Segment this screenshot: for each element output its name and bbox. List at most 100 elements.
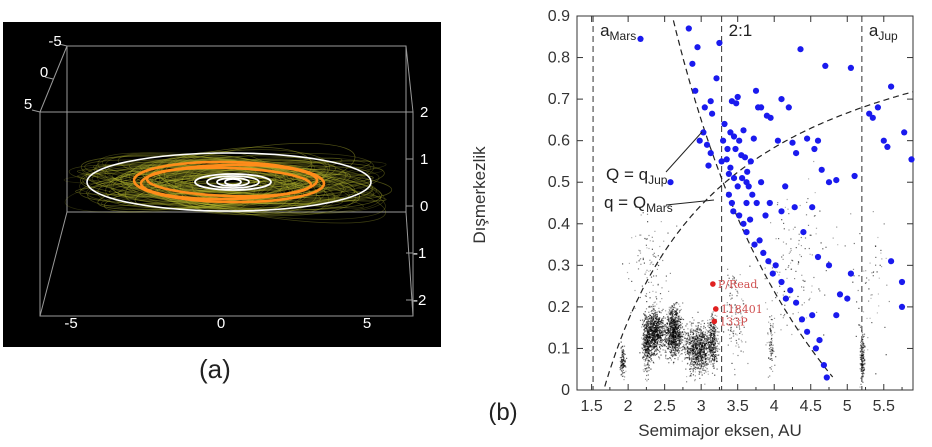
background-point	[732, 332, 734, 334]
background-point	[638, 249, 640, 251]
background-point	[675, 327, 677, 329]
background-point	[652, 333, 654, 335]
background-point	[645, 342, 647, 344]
background-point	[697, 355, 699, 357]
background-point	[729, 311, 731, 313]
background-point	[646, 323, 648, 325]
background-point	[770, 358, 772, 360]
highlighted-point	[711, 318, 718, 325]
x-tick-label: 5.5	[873, 398, 895, 415]
background-point	[647, 342, 650, 344]
background-point	[656, 313, 658, 315]
background-point	[657, 334, 659, 336]
background-point	[620, 370, 623, 372]
background-point	[709, 341, 712, 344]
background-point	[664, 344, 666, 346]
background-point	[699, 350, 701, 352]
background-point	[660, 321, 662, 323]
background-point	[700, 331, 702, 333]
background-point	[700, 359, 702, 361]
background-point	[713, 348, 715, 350]
background-point	[652, 345, 654, 347]
background-point	[635, 235, 637, 237]
background-point	[664, 329, 666, 331]
background-point	[674, 348, 676, 350]
background-point	[740, 339, 742, 341]
background-point	[646, 328, 648, 330]
faint-orbit	[164, 155, 305, 210]
background-point	[863, 335, 865, 337]
background-point	[684, 350, 686, 352]
background-point	[852, 281, 854, 283]
background-point	[708, 358, 710, 360]
background-point	[661, 319, 663, 322]
background-point	[769, 358, 771, 360]
background-point	[687, 335, 689, 337]
background-point	[659, 346, 661, 348]
background-point	[672, 339, 674, 341]
comet-point	[727, 164, 734, 171]
background-point	[772, 323, 774, 325]
background-point	[713, 356, 715, 358]
background-point	[707, 339, 709, 341]
background-point	[797, 261, 800, 263]
background-point	[860, 341, 862, 343]
background-point	[797, 311, 799, 314]
background-point	[675, 310, 677, 312]
background-point	[700, 354, 702, 356]
background-point	[689, 353, 691, 355]
background-point	[713, 333, 715, 336]
background-point	[862, 370, 865, 372]
background-point	[715, 331, 717, 333]
background-point	[624, 359, 626, 361]
background-point	[678, 337, 680, 339]
background-point	[651, 323, 653, 325]
background-point	[698, 370, 700, 372]
background-point	[666, 332, 668, 334]
background-point	[645, 335, 647, 337]
background-point	[648, 360, 650, 362]
background-point	[705, 337, 708, 339]
background-point	[691, 328, 693, 330]
background-point	[676, 314, 678, 316]
background-point	[713, 317, 715, 319]
background-point	[682, 331, 684, 334]
background-point	[676, 324, 678, 326]
background-point	[692, 356, 694, 358]
background-point	[642, 352, 644, 354]
background-point	[653, 322, 655, 325]
background-point	[646, 356, 648, 358]
background-point	[690, 339, 692, 341]
background-point	[641, 343, 643, 345]
background-point	[671, 348, 673, 350]
background-point	[710, 333, 713, 335]
background-point	[671, 356, 674, 358]
background-point	[669, 306, 671, 308]
z-tick-label: -2	[413, 292, 426, 309]
background-point	[697, 325, 699, 327]
comet-point	[804, 135, 811, 142]
comet-point	[741, 154, 749, 161]
background-point	[622, 363, 624, 365]
background-point	[712, 354, 714, 356]
background-point	[674, 350, 676, 352]
background-point	[691, 351, 693, 353]
background-point	[704, 347, 706, 349]
background-point	[716, 354, 718, 356]
background-point	[712, 354, 715, 356]
background-point	[631, 237, 633, 239]
background-point	[693, 336, 695, 338]
background-point	[645, 341, 647, 343]
background-point	[861, 354, 863, 356]
background-point	[659, 326, 661, 328]
background-point	[674, 314, 676, 316]
background-point	[700, 347, 702, 349]
background-point	[677, 325, 679, 327]
background-point	[730, 340, 732, 342]
background-point	[659, 327, 661, 329]
background-point	[646, 345, 648, 347]
background-point	[696, 351, 698, 353]
background-point	[699, 332, 701, 334]
background-point	[648, 247, 650, 250]
background-point	[644, 295, 646, 297]
